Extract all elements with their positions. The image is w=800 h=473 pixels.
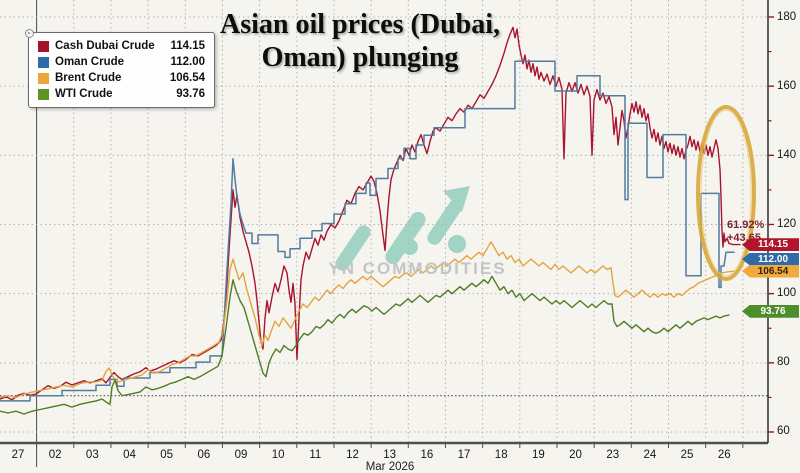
price-tag-114.15: 114.15	[742, 238, 799, 252]
price-tag-106.54: 106.54	[742, 264, 799, 278]
y-axis-tick-label: 60	[777, 425, 790, 438]
legend-series-value: 106.54	[169, 72, 205, 84]
legend-item[interactable]: WTI Crude 93.76	[38, 86, 205, 102]
highlight-ellipse	[696, 105, 756, 281]
grid-lines	[0, 0, 768, 467]
legend-series-name: Brent Crude	[55, 72, 122, 84]
x-axis-tick-label: 02	[48, 449, 62, 461]
legend-series-name: Cash Dubai Crude	[55, 40, 155, 52]
plunge-pct-change: 61.92%	[727, 219, 765, 231]
y-axis-tick-label: 140	[777, 148, 797, 161]
legend-swatch-icon	[38, 56, 49, 68]
price-series-lines	[0, 26, 741, 415]
x-axis-tick-label: 04	[123, 449, 136, 461]
x-axis-tick-label: 11	[309, 449, 322, 461]
legend-gear-icon[interactable]	[25, 29, 34, 38]
legend-series-value: 114.15	[170, 40, 205, 52]
x-axis-tick-label: 25	[680, 449, 694, 461]
y-axis-tick-label: 120	[777, 217, 797, 230]
legend-series-value: 112.00	[170, 56, 205, 68]
series-line-wti-crude	[0, 275, 730, 415]
legend[interactable]: Cash Dubai Crude 114.15 Oman Crude 112.00 Br…	[25, 29, 215, 108]
legend-series-value: 93.76	[176, 88, 205, 100]
watermark-logo-icon	[335, 186, 470, 271]
legend-series-name: Oman Crude	[55, 56, 125, 68]
legend-swatch-icon	[38, 88, 49, 100]
x-axis-tick-label: 26	[717, 449, 731, 461]
x-axis-tick-label: 18	[494, 449, 508, 461]
x-axis-tick-label: 16	[420, 449, 434, 461]
legend-swatch-icon	[38, 72, 49, 84]
legend-swatch-icon	[38, 40, 49, 52]
x-axis-tick-label: 05	[160, 449, 174, 461]
legend-item[interactable]: Brent Crude 106.54	[38, 70, 205, 86]
x-axis-tick-label: 06	[197, 449, 211, 461]
series-line-oman-crude	[0, 60, 735, 402]
x-axis-tick-label: 03	[85, 449, 99, 461]
x-axis-month-label: Mar 2026	[365, 461, 415, 473]
price-tag-112.00: 112.00	[742, 252, 799, 266]
plunge-circle-inner-edge	[700, 109, 752, 277]
x-axis-tick-label: 13	[383, 449, 397, 461]
x-axis-tick-label: 24	[643, 449, 657, 461]
x-axis-tick-label: 12	[346, 449, 359, 461]
x-axis-tick-label: 27	[11, 449, 25, 461]
y-axis-tick-label: 80	[777, 356, 790, 369]
x-axis-tick-label: 20	[569, 449, 582, 461]
y-axis-tick-label: 160	[777, 79, 797, 92]
x-axis-tick-label: 10	[271, 449, 285, 461]
x-axis-tick-label: 23	[606, 449, 620, 461]
x-axis-tick-label: 09	[234, 449, 248, 461]
series-line-brent-crude	[0, 241, 735, 399]
x-axis-tick-label: 17	[457, 449, 471, 461]
plunge-circle-annotation	[696, 105, 756, 281]
legend-item[interactable]: Cash Dubai Crude 114.15	[38, 38, 205, 54]
price-tag-93.76: 93.76	[742, 304, 799, 318]
axes-and-ticks	[0, 0, 774, 448]
y-axis-tick-label: 180	[777, 10, 797, 23]
legend-series-name: WTI Crude	[55, 88, 113, 100]
y-axis-tick-label: 100	[777, 287, 797, 300]
legend-item[interactable]: Oman Crude 112.00	[38, 54, 205, 70]
x-axis-tick-label: 19	[531, 449, 545, 461]
